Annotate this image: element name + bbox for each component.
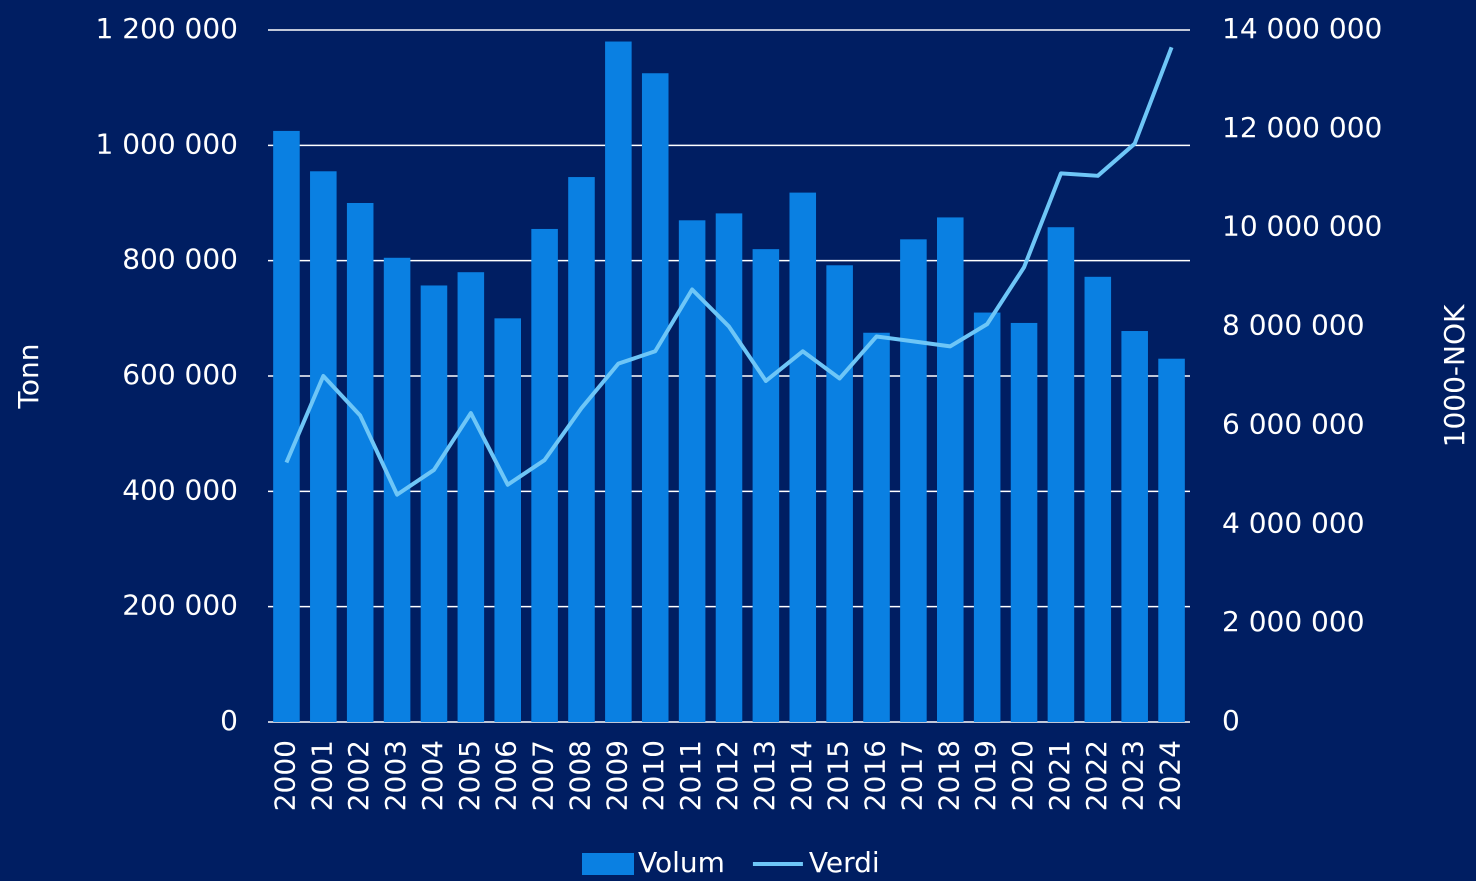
- bar: [789, 192, 817, 722]
- bar: [973, 312, 1001, 722]
- bar: [641, 73, 669, 722]
- x-tick-label: 2007: [527, 740, 560, 811]
- y2-axis-label: 1000-NOK: [1438, 304, 1471, 447]
- bar: [273, 130, 300, 722]
- x-tick-label: 2015: [822, 740, 855, 811]
- bar: [1084, 276, 1112, 722]
- x-tick-label: 2002: [342, 740, 375, 811]
- y2-tick-label: 12 000 000: [1222, 111, 1382, 144]
- legend-label: Verdi: [809, 846, 880, 879]
- x-tick-label: 2020: [1006, 740, 1039, 811]
- x-tick-label: 2010: [637, 740, 670, 811]
- x-tick-label: 2000: [268, 740, 301, 811]
- bar: [678, 220, 706, 723]
- bar: [1121, 331, 1148, 722]
- x-tick-label: 2001: [305, 740, 338, 811]
- x-tick-label: 2016: [859, 740, 892, 811]
- x-tick-label: 2006: [490, 740, 523, 811]
- x-tick-label: 2019: [969, 740, 1002, 811]
- bar: [568, 177, 595, 723]
- bar: [494, 318, 521, 722]
- bar: [346, 203, 374, 722]
- bar: [605, 41, 632, 723]
- x-tick-label: 2017: [895, 740, 928, 811]
- y-tick-label: 1 200 000: [95, 12, 238, 45]
- x-tick-label: 2013: [748, 740, 781, 811]
- y2-tick-label: 14 000 000: [1222, 12, 1382, 45]
- bar: [826, 265, 853, 722]
- y-axis-label: Tonn: [12, 344, 45, 410]
- bar: [310, 171, 337, 723]
- y-tick-label: 200 000: [122, 589, 238, 622]
- y-tick-label: 400 000: [122, 473, 238, 506]
- legend-swatch: [582, 853, 634, 875]
- x-tick-label: 2005: [453, 740, 486, 811]
- line: [284, 46, 1174, 497]
- y-tick-label: 0: [220, 704, 238, 737]
- x-tick-label: 2024: [1154, 740, 1187, 811]
- x-tick-label: 2009: [600, 740, 633, 811]
- y2-tick-label: 2 000 000: [1222, 605, 1365, 638]
- bar: [937, 217, 964, 722]
- y2-tick-label: 4 000 000: [1222, 506, 1365, 539]
- bar: [531, 228, 558, 722]
- x-tick-label: 2003: [379, 740, 412, 811]
- bar: [1010, 322, 1038, 722]
- y-tick-label: 1 000 000: [95, 127, 238, 160]
- y2-tick-label: 0: [1222, 704, 1240, 737]
- bar: [752, 249, 780, 722]
- bar: [420, 285, 448, 722]
- y-tick-label: 800 000: [122, 243, 238, 276]
- y2-tick-label: 6 000 000: [1222, 407, 1365, 440]
- bar: [1047, 227, 1075, 722]
- x-tick-label: 2012: [711, 740, 744, 811]
- y2-tick-label: 8 000 000: [1222, 309, 1365, 342]
- x-tick-label: 2022: [1080, 740, 1113, 811]
- x-tick-label: 2011: [674, 740, 707, 811]
- y2-tick-label: 10 000 000: [1222, 210, 1382, 243]
- bar: [863, 332, 890, 722]
- x-tick-label: 2023: [1117, 740, 1150, 811]
- bar: [715, 213, 743, 722]
- x-tick-label: 2004: [416, 740, 449, 811]
- x-tick-label: 2014: [785, 740, 818, 811]
- bar: [900, 239, 927, 722]
- bar: [457, 272, 485, 722]
- x-tick-label: 2018: [932, 740, 965, 811]
- y-tick-label: 600 000: [122, 358, 238, 391]
- x-tick-label: 2008: [563, 740, 596, 811]
- legend-label: Volum: [638, 846, 725, 879]
- x-tick-label: 2021: [1043, 740, 1076, 811]
- bar: [1158, 358, 1185, 722]
